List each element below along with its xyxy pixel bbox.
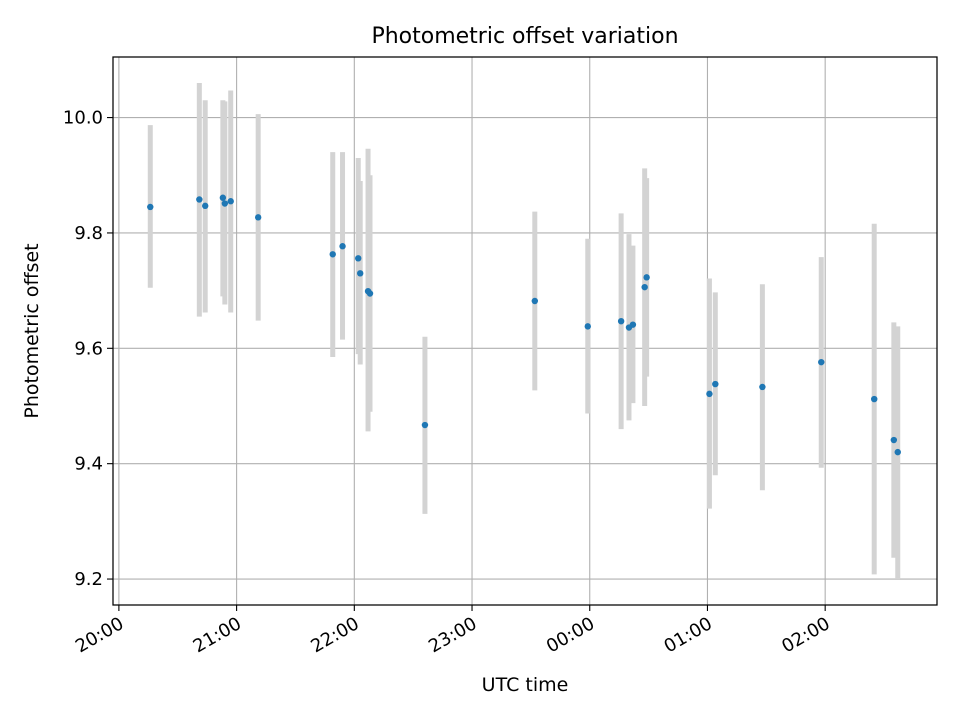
data-point [629,321,637,328]
data-point [643,274,650,281]
y-tick-label: 10.0 [63,108,103,129]
data-point [871,395,878,403]
plot-frame [112,56,938,606]
data-point [617,317,625,325]
y-tick-label: 9.8 [74,223,103,244]
data-point [584,323,591,330]
data-point [357,270,364,277]
data-point [818,358,825,366]
data-points [147,194,901,456]
data-point [147,203,154,211]
data-point [712,380,719,388]
data-point [339,243,346,250]
y-axis-label: Photometric offset [21,243,43,418]
x-axis-label: UTC time [482,674,569,696]
data-point [219,194,227,201]
data-point [641,283,648,291]
y-tick-label: 9.4 [74,454,103,475]
data-point [366,290,374,297]
y-axis-ticks: 9.2 9.4 9.6 9.8 10.0 [63,108,113,590]
data-point [221,200,229,207]
y-tick-label: 9.2 [74,569,103,590]
data-point [531,297,539,305]
data-point [329,251,336,258]
chart-title: Photometric offset variation [371,24,678,49]
data-point [202,202,209,210]
data-point [894,448,901,456]
data-point [355,255,362,262]
data-point [254,214,262,221]
y-tick-label: 9.6 [74,338,103,359]
data-point [227,198,234,205]
data-point [759,383,766,391]
data-point [421,421,429,429]
data-point [706,390,713,398]
data-point [890,436,898,444]
data-point [196,196,203,203]
